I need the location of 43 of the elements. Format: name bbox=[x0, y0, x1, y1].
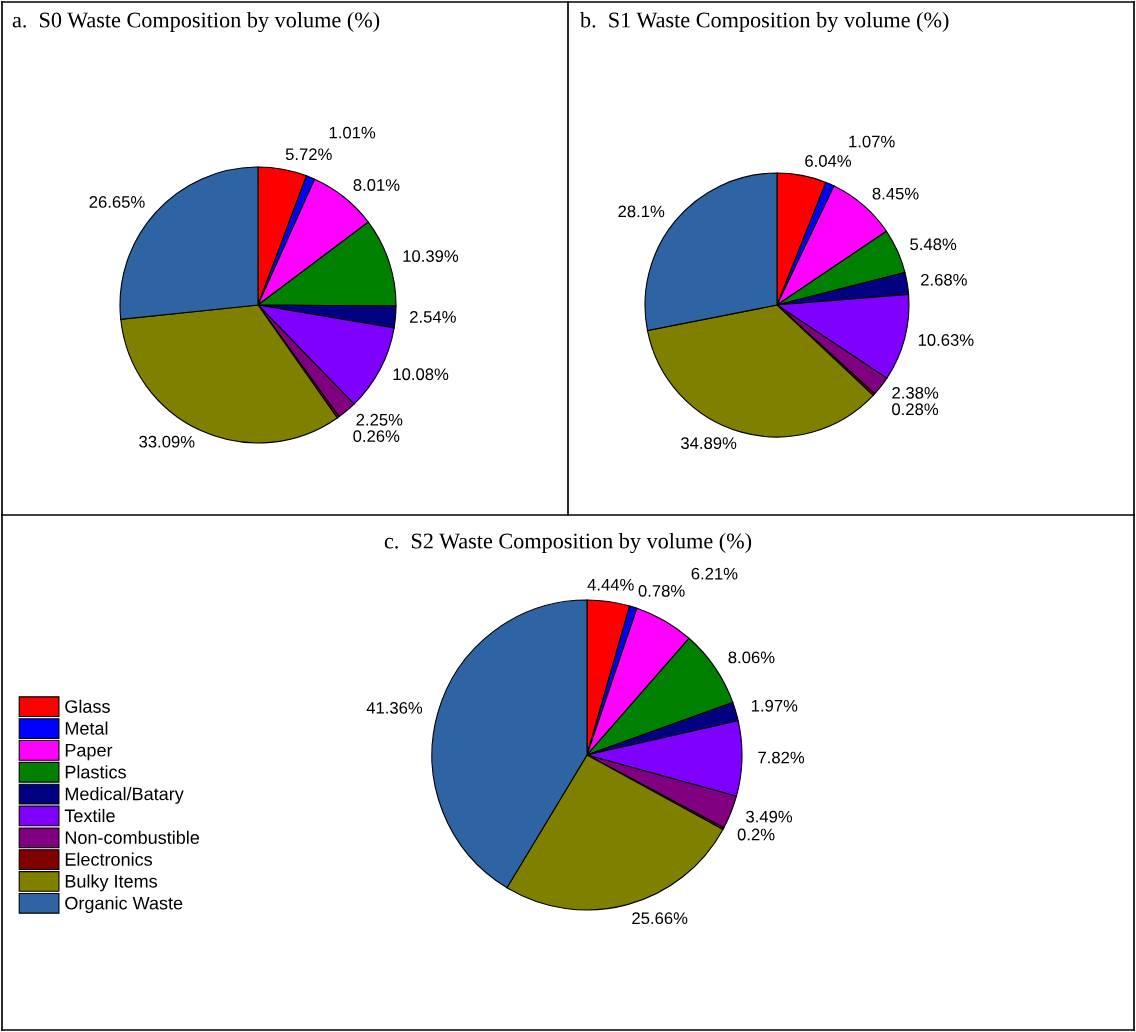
data-label: 28.1% bbox=[618, 205, 665, 218]
legend-label: Non-combustible bbox=[65, 830, 200, 844]
data-label: 10.08% bbox=[393, 368, 449, 381]
data-label: 25.66% bbox=[632, 912, 688, 925]
chart-title: a. S0 Waste Composition by volume (%) bbox=[12, 11, 380, 33]
data-label: 41.36% bbox=[366, 701, 423, 714]
data-label: 0.28% bbox=[892, 403, 939, 416]
data-label: 8.01% bbox=[353, 179, 400, 191]
legend-label: Bulky Items bbox=[65, 874, 158, 892]
data-label: 6.04% bbox=[805, 155, 852, 167]
data-label: 0.78% bbox=[638, 584, 685, 597]
data-label: 0.2% bbox=[737, 828, 775, 841]
data-label: 8.06% bbox=[728, 651, 775, 664]
chart-title: b. S1 Waste Composition by volume (%) bbox=[580, 11, 949, 33]
data-label: 34.89% bbox=[681, 437, 737, 450]
data-label: 10.39% bbox=[403, 250, 459, 262]
data-label: 5.72% bbox=[285, 148, 332, 161]
legend-label: Medical/Batary bbox=[65, 787, 184, 804]
data-label: 26.65% bbox=[89, 196, 145, 208]
data-label: 2.54% bbox=[410, 311, 456, 323]
data-label: 1.01% bbox=[329, 126, 376, 139]
legend-label: Paper bbox=[65, 744, 113, 761]
legend-label: Textile bbox=[64, 808, 115, 823]
data-label: 8.45% bbox=[872, 187, 919, 200]
data-label: 4.44% bbox=[587, 578, 634, 591]
legend-label: Glass bbox=[65, 699, 110, 713]
data-label: 6.21% bbox=[691, 567, 738, 580]
chart-title: c. S2 Waste Composition by volume (%) bbox=[384, 532, 752, 554]
legend-label: Organic Waste bbox=[65, 896, 183, 914]
data-label: 0.26% bbox=[353, 430, 400, 442]
legend-label: Plastics bbox=[65, 765, 126, 779]
data-label: 2.38% bbox=[892, 386, 939, 399]
data-label: 3.49% bbox=[746, 810, 793, 823]
data-label: 7.82% bbox=[758, 751, 805, 764]
legend-label: Electronics bbox=[65, 852, 153, 866]
data-label: 2.68% bbox=[921, 273, 967, 286]
data-label: 1.07% bbox=[849, 135, 895, 148]
data-label: 1.97% bbox=[751, 699, 798, 712]
legend-label: Metal bbox=[65, 721, 108, 735]
data-label: 33.09% bbox=[139, 435, 195, 448]
data-label: 5.48% bbox=[910, 238, 957, 251]
data-label: 2.25% bbox=[356, 413, 403, 426]
data-label: 10.63% bbox=[918, 334, 974, 346]
